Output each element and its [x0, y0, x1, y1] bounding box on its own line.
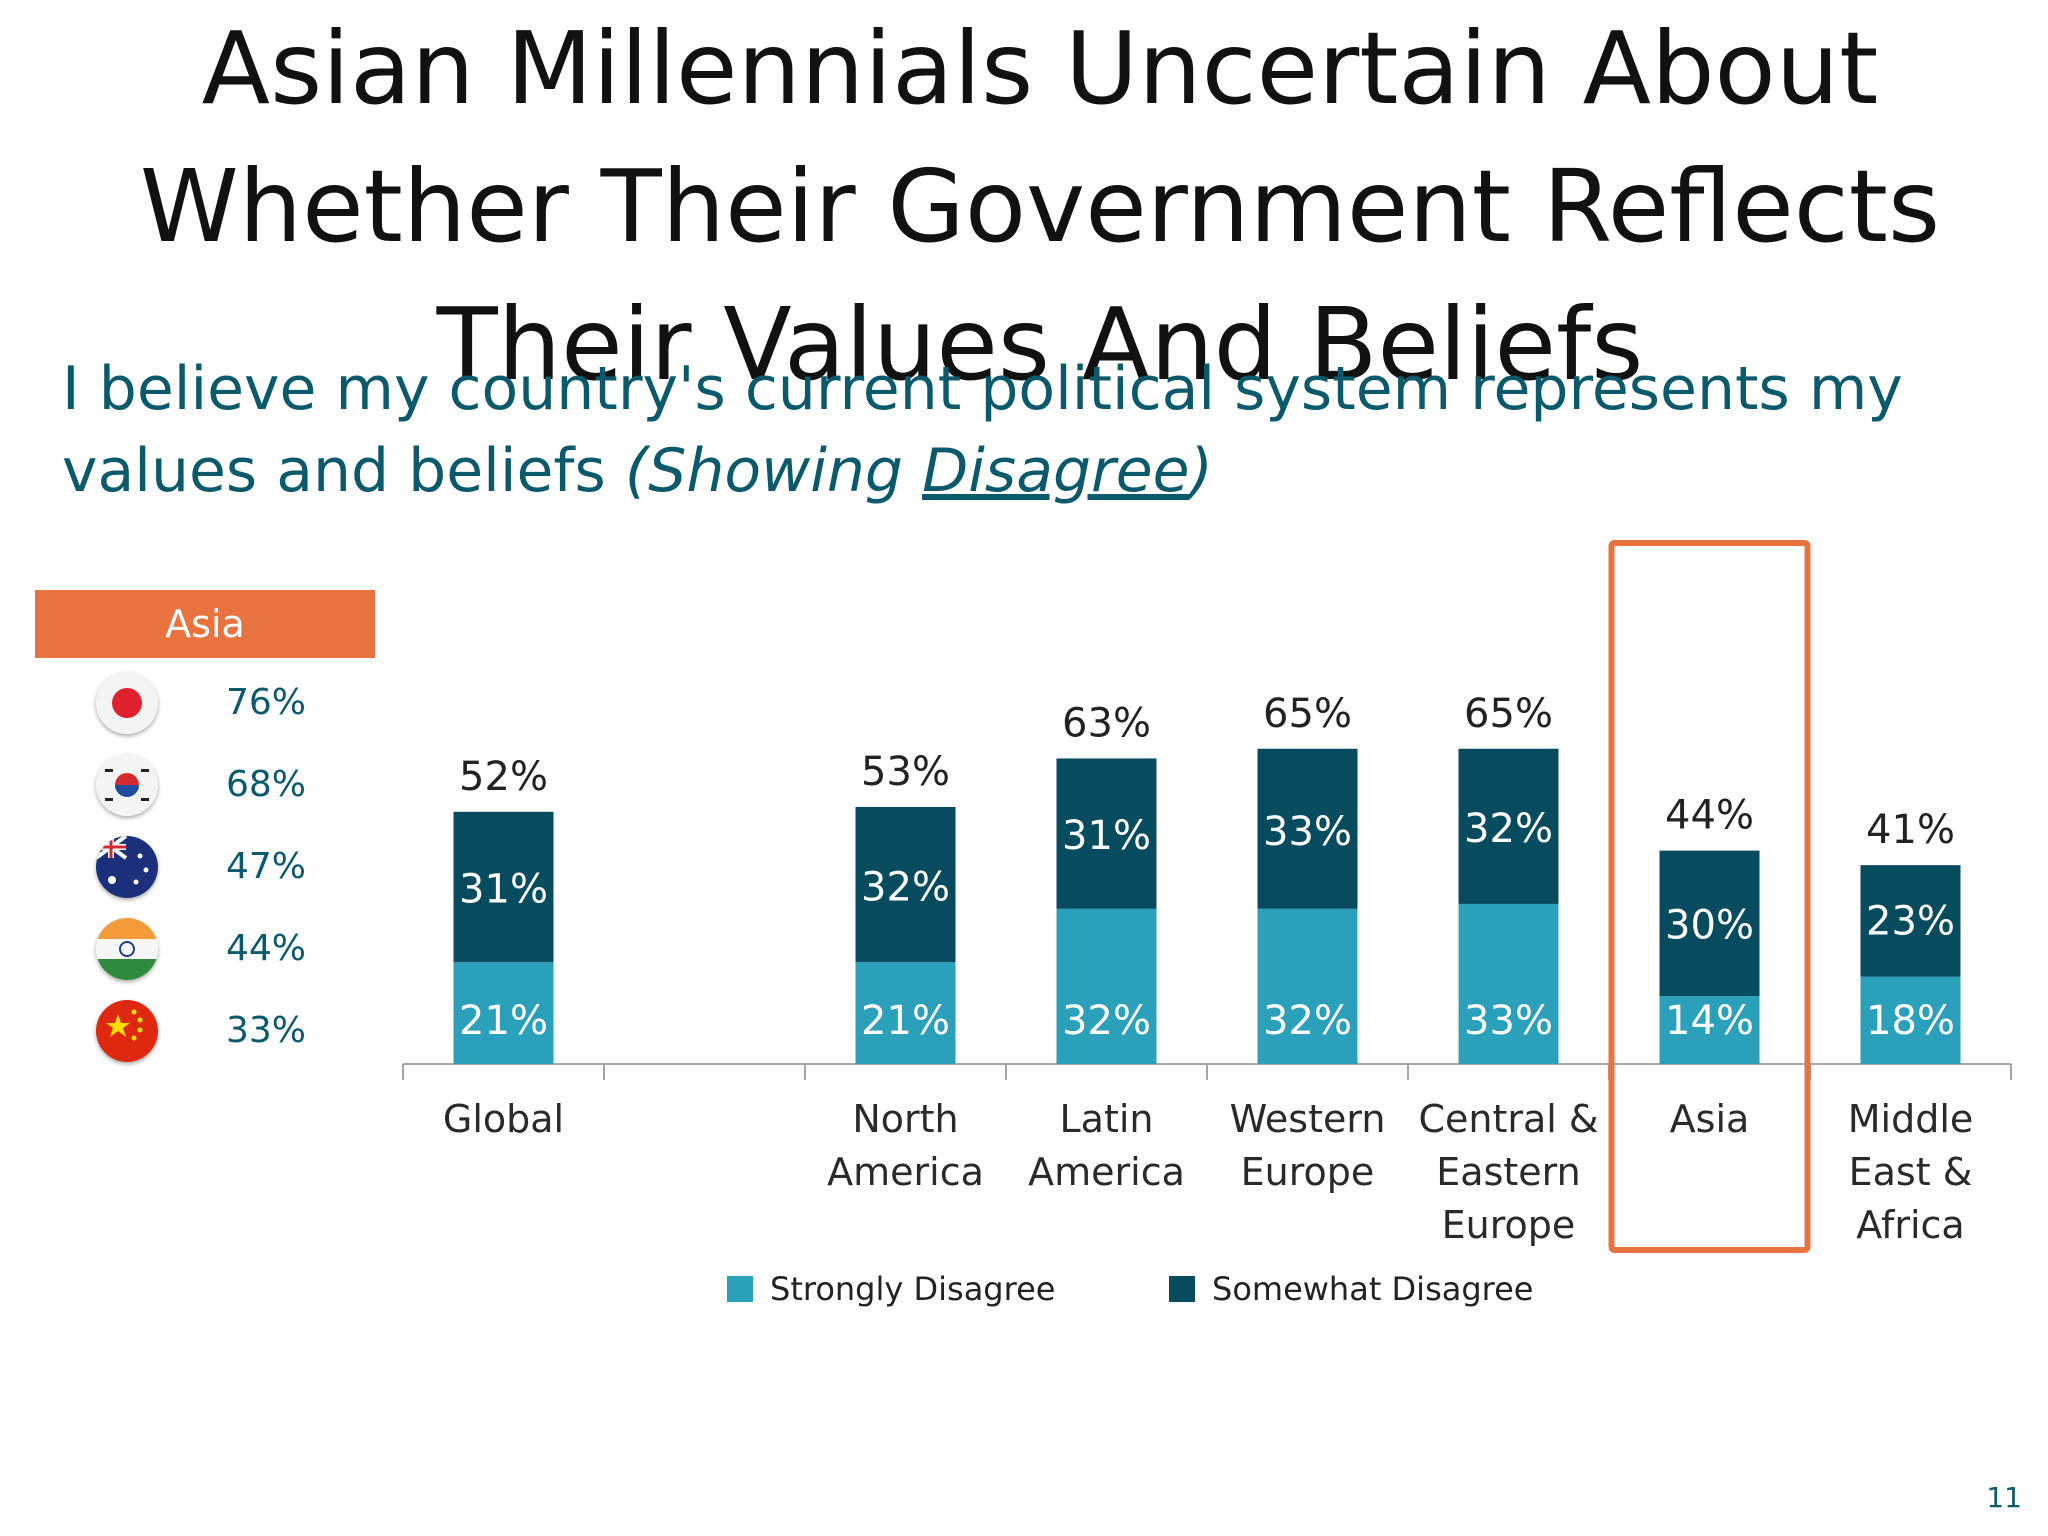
slide-title: Asian Millennials Uncertain About Whethe…: [139, 10, 1941, 403]
bar-somewhat-disagree: [453, 811, 554, 963]
china-flag-icon: [96, 1000, 158, 1062]
bar-data-label: 32%: [861, 864, 950, 910]
country-row-india: 44%: [96, 914, 376, 984]
bar-data-label: 30%: [1665, 903, 1754, 949]
question-qualifier: (Showing Disagree): [624, 436, 1213, 506]
bar-data-label: 32%: [1062, 998, 1151, 1044]
bar-data-label: 33%: [1464, 998, 1553, 1044]
bar-data-label: 33%: [1263, 809, 1352, 855]
bar-data-label: 23%: [1866, 899, 1955, 945]
page-number: 11: [1986, 1481, 2022, 1514]
japan-flag-icon: [96, 672, 158, 734]
bar-strongly-disagree: [1659, 996, 1760, 1064]
bar-strongly-disagree: [1056, 908, 1157, 1064]
country-value: 68%: [226, 764, 307, 805]
legend-label: Strongly Disagree: [770, 1270, 1055, 1308]
legend-swatch: [727, 1276, 753, 1302]
bar-data-label: 31%: [459, 866, 548, 912]
asia-highlight-box: [1608, 540, 1811, 1253]
category-tick-label: America: [827, 1150, 984, 1194]
category-tick-label: Africa: [1856, 1203, 1964, 1247]
category-tick-label: Latin: [1060, 1097, 1154, 1141]
country-row-south-korea: 68%: [96, 750, 376, 820]
category-tick-label: Asia: [1670, 1097, 1750, 1141]
bar-strongly-disagree: [1860, 976, 1961, 1064]
bar-data-label: 14%: [1665, 998, 1754, 1044]
bar-somewhat-disagree: [1056, 758, 1157, 909]
bar-data-label: 18%: [1866, 998, 1955, 1044]
bar-strongly-disagree: [1458, 903, 1559, 1064]
country-row-australia: 47%: [96, 832, 376, 902]
category-tick-label: Global: [443, 1097, 564, 1141]
legend-label: Somewhat Disagree: [1212, 1270, 1533, 1308]
country-value: 44%: [226, 928, 307, 969]
south-korea-flag-icon: [96, 754, 158, 816]
bar-total-label: 52%: [459, 754, 548, 800]
bar-somewhat-disagree: [1257, 748, 1358, 909]
country-value: 76%: [226, 682, 307, 723]
category-tick-label: North: [852, 1097, 958, 1141]
chart-question: I believe my country's current political…: [62, 348, 1962, 512]
bar-data-label: 32%: [1263, 998, 1352, 1044]
bar-total-label: 63%: [1062, 700, 1151, 746]
category-tick-label: Central &: [1418, 1097, 1598, 1141]
bar-somewhat-disagree: [1659, 850, 1760, 997]
category-tick-label: Middle: [1848, 1097, 1974, 1141]
category-tick-label: East &: [1849, 1150, 1973, 1194]
bar-total-label: 41%: [1866, 807, 1955, 853]
bar-strongly-disagree: [1257, 908, 1358, 1064]
country-row-china: 33%: [96, 996, 376, 1066]
bar-data-label: 21%: [459, 998, 548, 1044]
disagree-emphasis: Disagree: [922, 436, 1190, 506]
question-text: I believe my country's current political…: [62, 354, 1903, 506]
category-tick-label: Eastern: [1436, 1150, 1580, 1194]
australia-flag-icon: [96, 836, 158, 898]
asia-panel-header: Asia: [35, 590, 375, 658]
category-tick-label: America: [1028, 1150, 1185, 1194]
india-flag-icon: [96, 918, 158, 980]
bar-data-label: 21%: [861, 998, 950, 1044]
country-value: 33%: [226, 1010, 307, 1051]
bar-data-label: 32%: [1464, 806, 1553, 852]
category-tick-label: Europe: [1241, 1150, 1375, 1194]
category-tick-label: Western: [1230, 1097, 1386, 1141]
bar-data-label: 31%: [1062, 813, 1151, 859]
bar-strongly-disagree: [855, 962, 956, 1064]
country-value: 47%: [226, 846, 307, 887]
country-row-japan: 76%: [96, 668, 376, 738]
bar-total-label: 65%: [1464, 691, 1553, 737]
bar-total-label: 65%: [1263, 691, 1352, 737]
bar-total-label: 44%: [1665, 793, 1754, 839]
category-tick-label: Europe: [1442, 1203, 1576, 1247]
legend-swatch: [1169, 1276, 1195, 1302]
bar-somewhat-disagree: [1458, 748, 1559, 904]
bar-somewhat-disagree: [1860, 865, 1961, 977]
bar-strongly-disagree: [453, 962, 554, 1064]
bar-total-label: 53%: [861, 749, 950, 795]
bar-somewhat-disagree: [855, 806, 956, 963]
